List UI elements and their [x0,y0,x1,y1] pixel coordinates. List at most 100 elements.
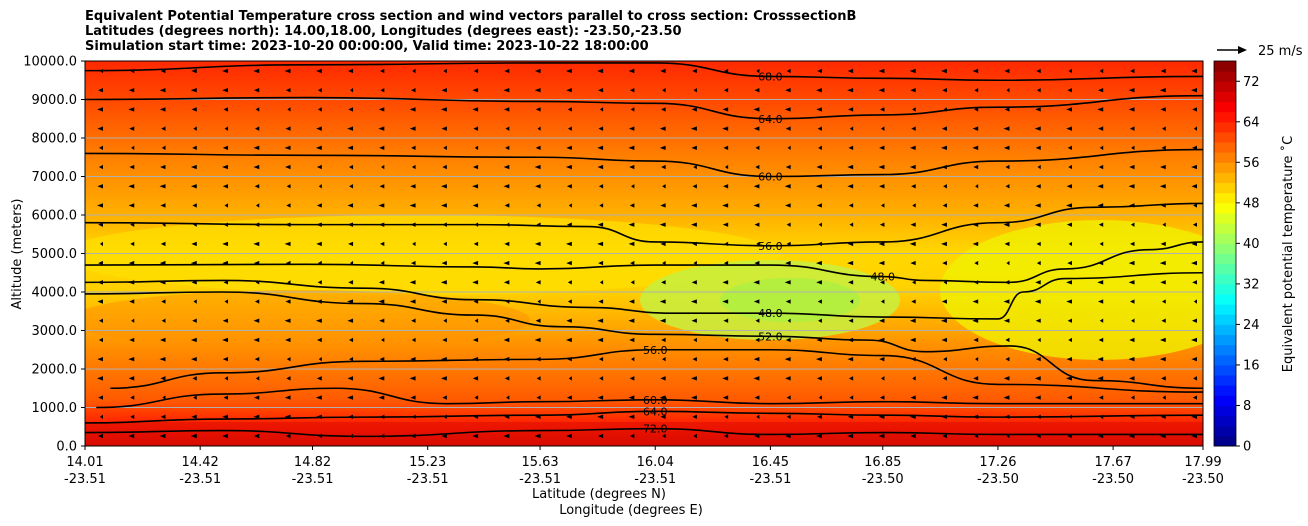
wind-vector [941,337,947,343]
wind-vector [503,356,510,362]
wind-vector [472,107,479,112]
wind-vector [1035,184,1041,189]
x-tick-label-lat: 17.99 [1184,455,1221,470]
colorbar-segment [1214,314,1236,325]
wind-vector [723,356,729,362]
wind-vector [879,356,885,362]
wind-vector [662,184,666,189]
wind-vector [378,203,385,208]
wind-vector [253,318,260,323]
wind-vector [378,126,385,131]
wind-vector [943,107,947,112]
wind-vector [565,164,572,170]
wind-vector [972,68,979,74]
wind-vector [1097,280,1104,285]
wind-vector [912,376,916,381]
wind-vector [535,184,541,189]
wind-vector [316,414,322,419]
wind-vector [849,395,854,400]
wind-vector [378,299,385,304]
wind-vector [1006,433,1010,439]
wind-vector [879,107,885,112]
wind-vector [1004,107,1010,112]
wind-vector [223,107,229,112]
wind-vector [691,145,697,151]
wind-vector [1067,145,1072,151]
wind-vector [255,376,260,381]
wind-vector [879,222,885,227]
wind-vector [534,68,541,74]
wind-vector [190,88,197,93]
wind-vector [253,164,260,170]
wind-vector [1066,222,1072,227]
wind-vector [223,395,229,400]
orange-band-mid [85,290,530,350]
wind-vector [974,88,979,93]
wind-vector [255,107,260,112]
wind-vector [1035,107,1041,112]
wind-vector [222,433,229,439]
wind-vector [409,299,416,304]
wind-vector [161,126,166,131]
wind-vector [630,107,635,112]
wind-vector [1097,433,1104,439]
wind-vector [128,376,135,381]
wind-vector [598,356,604,362]
wind-vector [660,241,666,247]
wind-vector [723,260,729,266]
colorbar-segment [1214,334,1236,346]
wind-vector [1006,88,1010,93]
wind-vector [754,395,760,400]
wind-vector [911,184,916,189]
wind-vector [662,356,666,362]
wind-vector [817,241,822,247]
wind-vector [753,203,760,208]
wind-vector [128,107,135,112]
wind-vector [692,414,697,419]
wind-vector [909,241,916,247]
wind-vector [285,299,291,304]
quiver-key-arrowhead [1238,46,1247,54]
wind-vector [1005,164,1010,170]
wind-vector [316,203,322,208]
wind-vector [1129,299,1135,304]
wind-vector [568,203,572,208]
wind-vector [1098,222,1104,227]
wind-vector [1160,107,1166,112]
wind-vector [693,433,697,439]
wind-vector [537,299,541,304]
wind-vector [1034,126,1041,131]
y-tick-label: 3000.0 [32,324,78,339]
wind-vector [99,414,103,419]
wind-vector [472,433,479,439]
x-tick-label-lat: 14.82 [294,455,331,470]
wind-vector [410,88,416,93]
wind-vector [159,280,166,285]
wind-vector [753,107,760,112]
wind-vector [222,68,229,74]
wind-vector [753,126,760,131]
wind-vector [442,395,447,400]
wind-vector [566,356,572,362]
contour-label: 48.0 [758,307,783,320]
wind-vector [317,107,322,112]
colorbar-segment [1214,182,1236,194]
contour-label: 48.0 [871,271,896,284]
wind-vector [381,164,385,170]
wind-vector [785,88,791,93]
wind-vector [253,68,260,74]
wind-vector [1037,164,1041,170]
wind-vector [692,356,697,362]
wind-vector [1036,88,1041,93]
wind-vector [160,414,166,419]
wind-vector [629,203,635,208]
wind-vector [597,145,604,151]
wind-vector [786,414,791,419]
wind-vector [160,241,166,247]
contour-label: 52.0 [758,330,783,343]
wind-vector [753,376,760,381]
y-tick-label: 4000.0 [32,286,78,301]
wind-vector [474,222,479,227]
wind-vector [190,184,197,189]
wind-vector [815,260,822,266]
